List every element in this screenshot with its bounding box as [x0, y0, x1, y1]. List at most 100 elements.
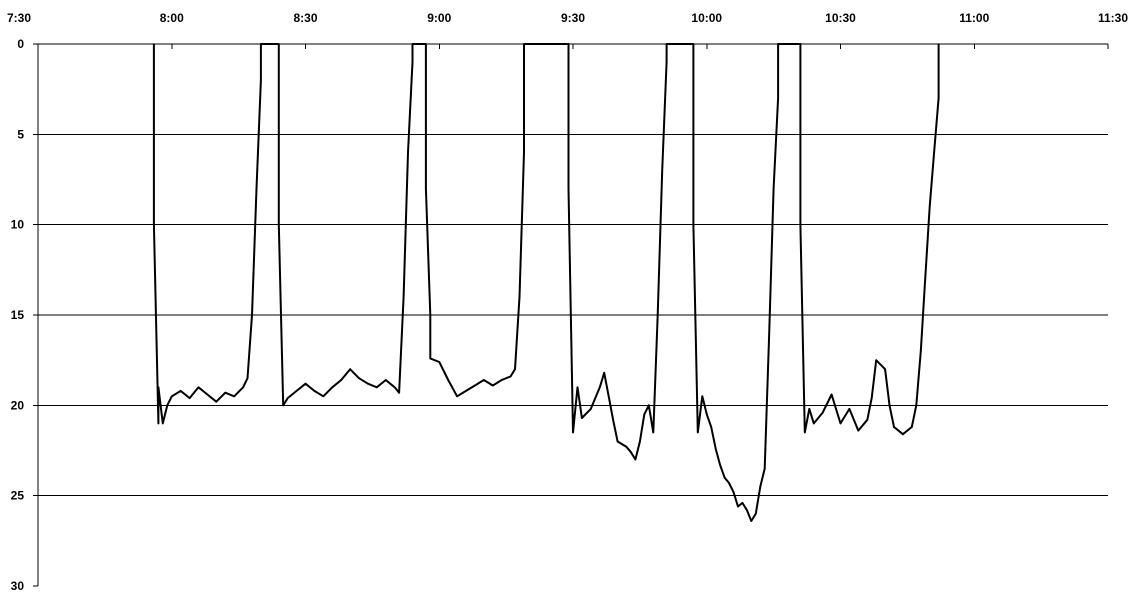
- data-point: [429, 314, 432, 316]
- data-point: [884, 368, 886, 371]
- data-point: [692, 223, 695, 226]
- data-point: [625, 446, 628, 448]
- data-point: [166, 404, 169, 407]
- data-point: [692, 43, 695, 45]
- data-point: [937, 43, 940, 45]
- data-point: [518, 296, 521, 298]
- data-point: [425, 43, 427, 45]
- data-point: [251, 314, 253, 316]
- grid-lines: [38, 133, 1108, 497]
- data-point: [607, 395, 610, 398]
- data-point: [385, 379, 387, 381]
- data-point: [286, 397, 289, 399]
- data-point: [492, 384, 494, 387]
- data-point: [639, 440, 641, 443]
- data-point: [153, 43, 155, 45]
- data-point: [278, 43, 280, 45]
- data-point: [304, 382, 307, 385]
- data-point: [483, 379, 485, 381]
- data-point: [581, 417, 583, 419]
- data-point: [260, 79, 262, 81]
- data-point: [870, 397, 873, 399]
- data-point: [407, 151, 409, 154]
- data-point: [933, 151, 935, 154]
- data-point: [857, 429, 860, 432]
- data-point: [915, 404, 918, 407]
- data-point: [603, 372, 605, 374]
- data-point: [821, 411, 824, 414]
- data-point: [465, 390, 467, 392]
- data-point: [830, 393, 833, 396]
- data-point: [888, 404, 891, 407]
- y-tick-label: 15: [11, 308, 25, 322]
- x-tick-label: 9:30: [561, 11, 585, 25]
- data-point: [875, 359, 877, 362]
- data-point: [500, 379, 503, 381]
- data-point: [358, 377, 360, 380]
- data-point: [665, 61, 668, 63]
- data-point: [612, 419, 614, 421]
- x-tick-label: 10:30: [825, 11, 856, 25]
- data-point: [777, 43, 779, 45]
- data-point: [777, 97, 779, 99]
- data-point: [656, 314, 659, 316]
- data-point: [295, 390, 298, 392]
- data-point: [924, 278, 926, 280]
- data-point: [710, 426, 712, 428]
- x-tick-label: 8:00: [160, 11, 184, 25]
- data-point: [188, 397, 191, 399]
- data-point: [171, 395, 173, 398]
- data-point: [737, 505, 739, 508]
- data-point: [848, 408, 851, 410]
- data-point: [509, 375, 512, 378]
- data-point: [755, 512, 757, 515]
- data-point: [523, 43, 525, 45]
- data-point: [732, 491, 735, 493]
- data-point: [260, 43, 262, 45]
- y-tick-label: 30: [11, 579, 25, 593]
- x-tick-label: 7:30: [7, 11, 31, 25]
- y-tick-label: 0: [17, 37, 24, 51]
- data-point: [157, 422, 160, 425]
- data-point: [665, 43, 668, 45]
- x-tick-label: 11:00: [959, 11, 989, 25]
- data-point: [179, 390, 182, 392]
- data-point: [772, 187, 775, 190]
- data-point: [456, 395, 458, 398]
- data-point: [576, 386, 579, 389]
- data-point: [425, 187, 427, 190]
- data-point: [157, 386, 160, 389]
- data-point: [246, 377, 249, 380]
- data-point: [567, 43, 570, 45]
- data-point: [911, 426, 913, 428]
- data-point: [278, 223, 280, 226]
- data-point: [937, 97, 940, 99]
- x-axis-ticks: 7:30 8:00 8:30 9:00 9:30 10:00 10:30 11:00 11:30: [7, 11, 1128, 49]
- data-point: [398, 391, 400, 394]
- data-point: [813, 422, 815, 425]
- y-tick-label: 10: [11, 218, 25, 232]
- data-point: [630, 451, 632, 454]
- data-point: [233, 395, 235, 398]
- data-point: [741, 502, 744, 504]
- data-point: [799, 223, 802, 226]
- data-point: [804, 431, 806, 434]
- data-point: [590, 408, 592, 410]
- y-tick-label: 20: [11, 398, 25, 412]
- data-point: [652, 431, 655, 434]
- data-point: [697, 431, 699, 434]
- data-point: [706, 413, 708, 416]
- x-tick-label: 8:30: [293, 11, 317, 25]
- data-point: [920, 350, 922, 352]
- data-point: [768, 332, 770, 334]
- data-point: [799, 43, 802, 45]
- data-point: [447, 379, 450, 381]
- data-point: [746, 509, 748, 511]
- data-point: [634, 458, 637, 461]
- y-tick-label: 25: [11, 489, 25, 503]
- data-point: [750, 520, 753, 522]
- data-point: [572, 431, 574, 434]
- data-point: [197, 386, 200, 389]
- x-tick-label: 9:00: [427, 11, 451, 25]
